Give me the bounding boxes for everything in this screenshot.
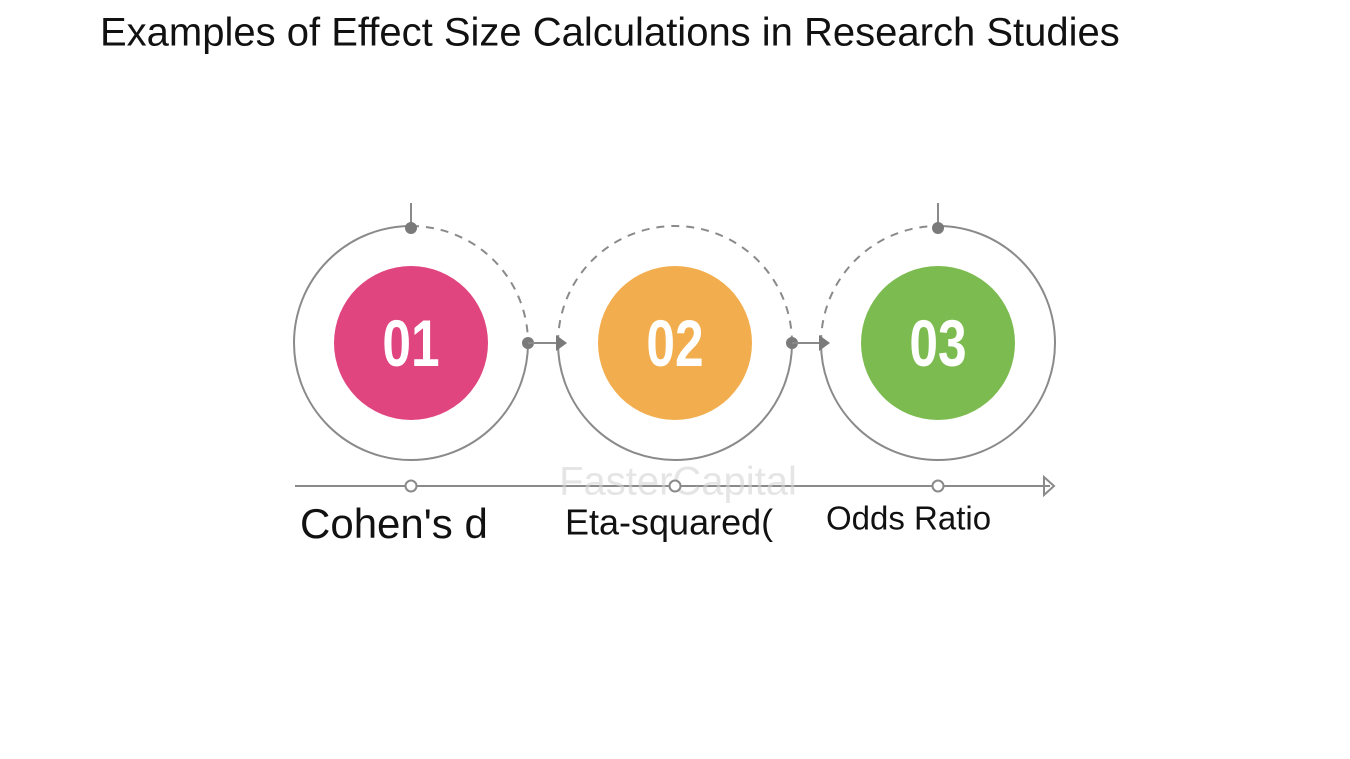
step-label: Odds Ratio — [826, 500, 991, 537]
timeline-arrow — [1043, 474, 1056, 498]
step-circle — [598, 266, 752, 420]
ring-dashed — [820, 225, 939, 344]
arrow-head — [819, 335, 830, 351]
step-label: Cohen's d — [300, 500, 488, 547]
arrow-head — [556, 335, 567, 351]
timeline-node — [931, 479, 945, 493]
ring — [557, 342, 793, 461]
step-circle — [334, 266, 488, 420]
steps: 01 Cohen's d 02 Eta-squared( 03 Odds Ratio — [300, 266, 1015, 547]
ring-dashed — [410, 225, 529, 344]
step-label: Eta-squared( — [565, 502, 773, 543]
ring — [820, 225, 1056, 461]
ring-dashed — [557, 225, 793, 344]
step-number: 01 — [382, 306, 439, 381]
step-circle — [861, 266, 1015, 420]
timeline-node — [404, 479, 418, 493]
dot — [932, 222, 944, 234]
ring — [293, 225, 529, 461]
timeline-node — [668, 479, 682, 493]
dot — [405, 222, 417, 234]
title: Examples of Effect Size Calculations in … — [100, 11, 1120, 55]
step-number: 03 — [909, 306, 966, 381]
step-number: 02 — [646, 306, 703, 381]
